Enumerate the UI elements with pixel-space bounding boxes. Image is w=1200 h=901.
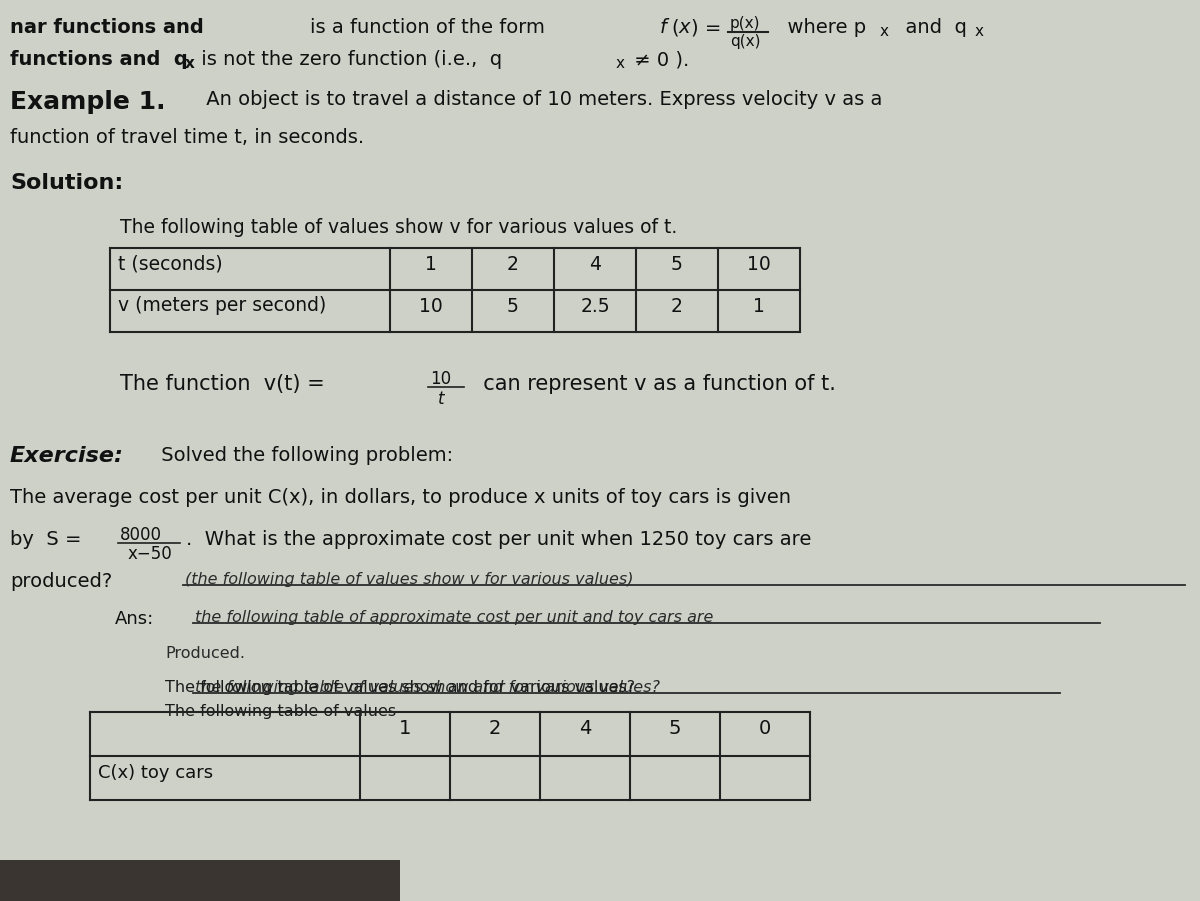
- Text: nar functions and: nar functions and: [10, 18, 204, 37]
- Text: Solution:: Solution:: [10, 173, 124, 193]
- Text: 1: 1: [425, 255, 437, 274]
- Text: An object is to travel a distance of 10 meters. Express velocity v as a: An object is to travel a distance of 10 …: [200, 90, 882, 109]
- Text: by  S =: by S =: [10, 530, 88, 549]
- Text: v (meters per second): v (meters per second): [118, 296, 326, 315]
- Text: where p: where p: [775, 18, 866, 37]
- Text: is not the zero function (i.e.,  q: is not the zero function (i.e., q: [194, 50, 502, 69]
- Text: 4: 4: [589, 255, 601, 274]
- Text: t (seconds): t (seconds): [118, 254, 223, 273]
- Text: p(x): p(x): [730, 16, 761, 31]
- Text: 1: 1: [754, 297, 764, 316]
- Text: The following table of values: The following table of values: [166, 704, 396, 719]
- Text: the following table of approximate cost per unit and toy cars are: the following table of approximate cost …: [194, 610, 713, 625]
- Text: produced?: produced?: [10, 572, 113, 591]
- Text: (: (: [671, 18, 678, 37]
- Text: x: x: [880, 24, 889, 39]
- Text: C(x) toy cars: C(x) toy cars: [98, 764, 214, 782]
- Text: ≠ 0 ).: ≠ 0 ).: [628, 50, 689, 69]
- Text: Produced.: Produced.: [166, 646, 245, 661]
- Text: x−50: x−50: [128, 545, 173, 563]
- Text: Example 1.: Example 1.: [10, 90, 166, 114]
- Text: 2: 2: [508, 255, 518, 274]
- Text: ) =: ) =: [691, 18, 721, 37]
- Text: 10: 10: [430, 370, 451, 388]
- Text: 1: 1: [398, 719, 412, 738]
- Text: 5: 5: [508, 297, 518, 316]
- Text: function of travel time t, in seconds.: function of travel time t, in seconds.: [10, 128, 364, 147]
- Text: x: x: [185, 56, 194, 71]
- Text: Exercise:: Exercise:: [10, 446, 124, 466]
- Text: Ans:: Ans:: [115, 610, 155, 628]
- Text: The function  v(t) =: The function v(t) =: [120, 374, 331, 394]
- Text: Solved the following problem:: Solved the following problem:: [155, 446, 454, 465]
- Text: t: t: [438, 390, 444, 408]
- Text: and  q: and q: [893, 18, 967, 37]
- Text: The average cost per unit C(x), in dollars, to produce x units of toy cars is gi: The average cost per unit C(x), in dolla…: [10, 488, 791, 507]
- Text: 5: 5: [671, 255, 683, 274]
- Text: can represent v as a function of t.: can represent v as a function of t.: [470, 374, 836, 394]
- Text: 4: 4: [578, 719, 592, 738]
- Text: 2: 2: [488, 719, 502, 738]
- Text: The following table of values show and for various values?: The following table of values show and f…: [166, 680, 635, 695]
- Text: the following table of values show and for various values?: the following table of values show and f…: [194, 680, 660, 695]
- Text: 10: 10: [419, 297, 443, 316]
- Text: x: x: [974, 24, 984, 39]
- Text: x: x: [679, 18, 690, 37]
- Text: (the following table of values show v for various values): (the following table of values show v fo…: [185, 572, 634, 587]
- Text: q(x): q(x): [730, 34, 761, 49]
- Text: 10: 10: [748, 255, 770, 274]
- Text: 2.5: 2.5: [580, 297, 610, 316]
- FancyBboxPatch shape: [0, 860, 400, 901]
- Text: The following table of values show v for various values of t.: The following table of values show v for…: [120, 218, 677, 237]
- Text: x: x: [616, 56, 625, 71]
- Text: .  What is the approximate cost per unit when 1250 toy cars are: . What is the approximate cost per unit …: [186, 530, 811, 549]
- Text: 0: 0: [758, 719, 772, 738]
- Text: functions and  q: functions and q: [10, 50, 187, 69]
- Text: is a function of the form: is a function of the form: [310, 18, 545, 37]
- Text: f: f: [660, 18, 667, 37]
- Text: 2: 2: [671, 297, 683, 316]
- Text: 8000: 8000: [120, 526, 162, 544]
- Text: 5: 5: [668, 719, 682, 738]
